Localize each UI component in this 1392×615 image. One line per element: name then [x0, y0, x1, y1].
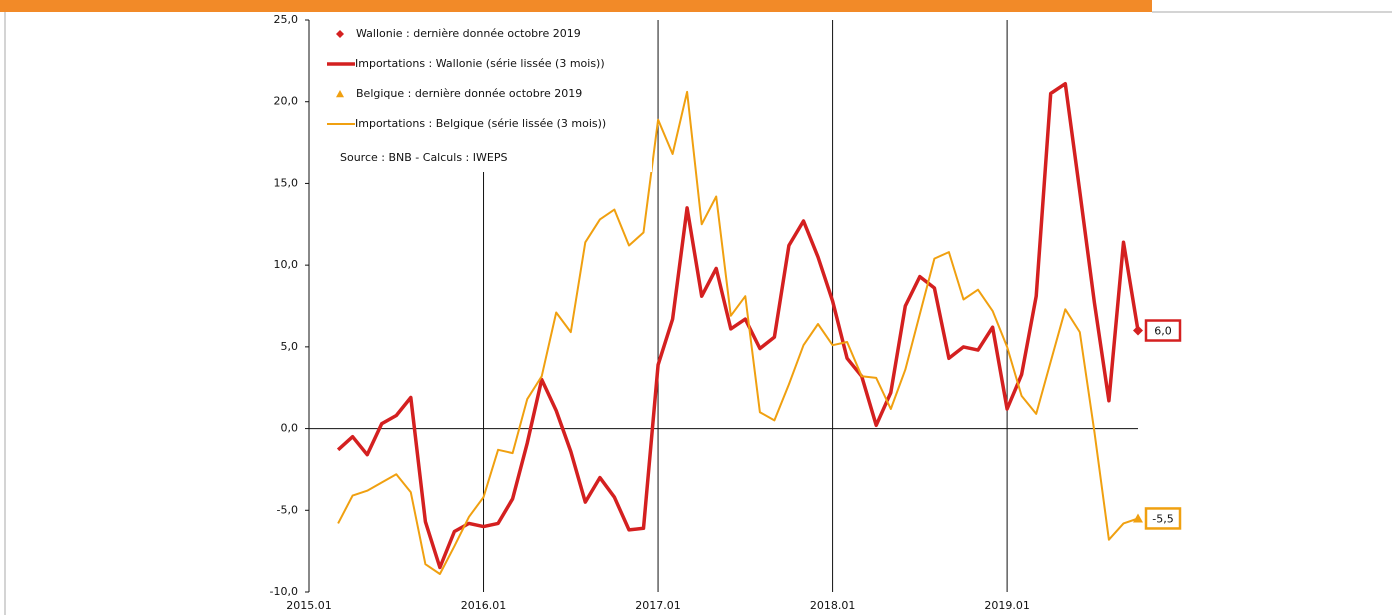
y-tick-label: 0,0: [281, 422, 299, 435]
legend-label: Wallonie : dernière donnée octobre 2019: [356, 27, 581, 40]
end-marker: [1133, 325, 1143, 336]
x-tick-label: 2017.01: [635, 599, 681, 612]
value-label: 6,0: [1154, 325, 1172, 338]
x-tick-label: 2016.01: [461, 599, 507, 612]
y-tick-label: 10,0: [274, 258, 299, 271]
legend-label: Importations : Belgique (série lissée (3…: [355, 117, 606, 130]
end-marker: [1133, 513, 1143, 523]
x-tick-label: 2018.01: [810, 599, 856, 612]
series-line: [337, 90, 1139, 575]
x-tick-label: 2019.01: [984, 599, 1030, 612]
y-tick-label: 15,0: [274, 176, 299, 189]
x-tick-label: 2015.01: [286, 599, 332, 612]
y-tick-label: -10,0: [270, 585, 298, 598]
source-note: Source : BNB - Calculs : IWEPS: [340, 151, 507, 164]
legend-marker: [336, 90, 344, 98]
top-banner: [0, 0, 1152, 12]
y-tick-label: 25,0: [274, 13, 299, 26]
series-line: [336, 81, 1140, 570]
value-label: -5,5: [1152, 512, 1173, 525]
y-tick-label: 5,0: [281, 340, 299, 353]
value-label-box: [1144, 507, 1182, 530]
y-tick-label: -5,0: [277, 503, 298, 516]
legend-bg: [322, 20, 652, 172]
y-tick-label: 20,0: [274, 95, 299, 108]
legend-label: Importations : Wallonie (série lissée (3…: [355, 57, 605, 70]
legend-marker: [336, 30, 344, 38]
value-label-box: [1144, 319, 1182, 342]
legend-label: Belgique : dernière donnée octobre 2019: [356, 87, 582, 100]
